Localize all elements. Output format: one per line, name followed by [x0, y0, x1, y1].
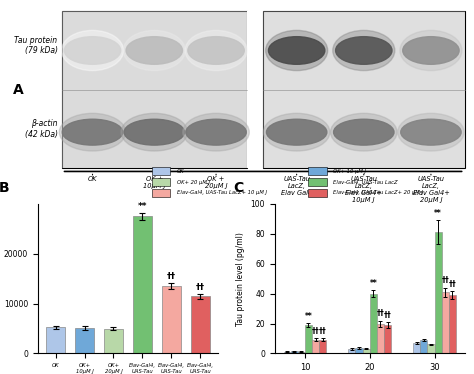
Text: OK+ 20 µM J: OK+ 20 µM J: [177, 180, 210, 184]
Bar: [247, 11, 263, 168]
Bar: [363, 349, 370, 353]
Bar: [308, 178, 327, 186]
Bar: [370, 294, 377, 353]
Text: ††: ††: [319, 327, 327, 336]
Text: **: **: [305, 312, 312, 321]
Bar: [283, 352, 291, 353]
Y-axis label: Tau protein level (pg/ml): Tau protein level (pg/ml): [236, 232, 245, 326]
Text: Tau protein
(79 kDa): Tau protein (79 kDa): [15, 36, 58, 55]
Bar: [305, 325, 312, 353]
Ellipse shape: [186, 119, 246, 145]
Bar: [191, 296, 210, 353]
Text: ††: ††: [167, 272, 176, 281]
Bar: [263, 11, 465, 168]
Ellipse shape: [185, 30, 247, 71]
Bar: [308, 168, 327, 175]
Text: OK: OK: [88, 176, 97, 182]
Ellipse shape: [330, 113, 397, 151]
Text: ††: ††: [383, 311, 392, 320]
Bar: [449, 295, 456, 353]
Text: Elav-Gal4, UAS-Tau LacZ: Elav-Gal4, UAS-Tau LacZ: [333, 180, 398, 184]
Text: **: **: [138, 202, 147, 211]
Text: ††: ††: [376, 309, 384, 318]
Text: **: **: [369, 279, 377, 288]
Bar: [291, 351, 298, 353]
Text: UAS-Tau
LacZ,
Elav Gal4+
10µM J: UAS-Tau LacZ, Elav Gal4+ 10µM J: [346, 176, 382, 203]
Bar: [263, 11, 465, 168]
Bar: [420, 340, 428, 353]
Ellipse shape: [183, 113, 249, 151]
Text: OK+ 10 µM J: OK+ 10 µM J: [333, 169, 366, 174]
Bar: [308, 189, 327, 197]
Ellipse shape: [398, 113, 464, 151]
Bar: [356, 348, 363, 353]
Text: ††: ††: [312, 327, 319, 336]
Ellipse shape: [401, 119, 461, 145]
Ellipse shape: [123, 30, 185, 71]
Ellipse shape: [264, 113, 330, 151]
Ellipse shape: [400, 30, 462, 71]
Text: OK +
10µM J: OK + 10µM J: [143, 176, 165, 189]
Bar: [152, 168, 171, 175]
Bar: [162, 286, 181, 353]
Bar: [428, 344, 435, 353]
Ellipse shape: [265, 30, 328, 71]
Ellipse shape: [334, 119, 394, 145]
Ellipse shape: [121, 113, 188, 151]
Text: Elav-Gal4, UAS-Tau LacZ+ 10 µM J: Elav-Gal4, UAS-Tau LacZ+ 10 µM J: [177, 190, 267, 195]
Bar: [298, 352, 305, 353]
Bar: [104, 329, 123, 353]
Text: UAS-Tau
LacZ,
Elav Gal4+
20µM J: UAS-Tau LacZ, Elav Gal4+ 20µM J: [412, 176, 449, 203]
Bar: [75, 328, 94, 353]
Text: ††: ††: [448, 280, 456, 289]
Ellipse shape: [62, 119, 123, 145]
Ellipse shape: [126, 37, 182, 64]
Bar: [46, 328, 65, 353]
Text: OK +
20µM J: OK + 20µM J: [205, 176, 228, 189]
Text: β-actin
(42 kDa): β-actin (42 kDa): [25, 119, 58, 139]
Ellipse shape: [64, 37, 121, 64]
Text: B: B: [0, 181, 9, 195]
Text: C: C: [233, 181, 244, 195]
Bar: [442, 292, 449, 353]
Text: ††: ††: [196, 283, 205, 292]
Bar: [413, 343, 420, 353]
Ellipse shape: [333, 30, 395, 71]
Ellipse shape: [336, 37, 392, 64]
Ellipse shape: [59, 113, 126, 151]
Text: OK: OK: [177, 169, 184, 174]
Bar: [312, 340, 319, 353]
Ellipse shape: [268, 37, 325, 64]
Bar: [319, 340, 326, 353]
Bar: [152, 189, 171, 197]
Bar: [348, 349, 356, 353]
Text: A: A: [13, 83, 24, 97]
Bar: [133, 216, 152, 353]
Text: ††: ††: [441, 276, 449, 285]
Text: **: **: [434, 209, 442, 218]
Ellipse shape: [62, 30, 124, 71]
Bar: [152, 178, 171, 186]
Text: Elav-Gal4, UAS-Tau LacZ+ 20 µM J: Elav-Gal4, UAS-Tau LacZ+ 20 µM J: [333, 190, 423, 195]
Ellipse shape: [403, 37, 459, 64]
Ellipse shape: [188, 37, 244, 64]
Text: UAS-Tau
LacZ,
Elav Gal4: UAS-Tau LacZ, Elav Gal4: [281, 176, 312, 196]
Bar: [384, 325, 391, 353]
Bar: [435, 232, 442, 353]
Bar: [62, 11, 247, 168]
Ellipse shape: [266, 119, 327, 145]
Bar: [62, 11, 247, 168]
Ellipse shape: [124, 119, 184, 145]
Bar: [377, 324, 384, 353]
